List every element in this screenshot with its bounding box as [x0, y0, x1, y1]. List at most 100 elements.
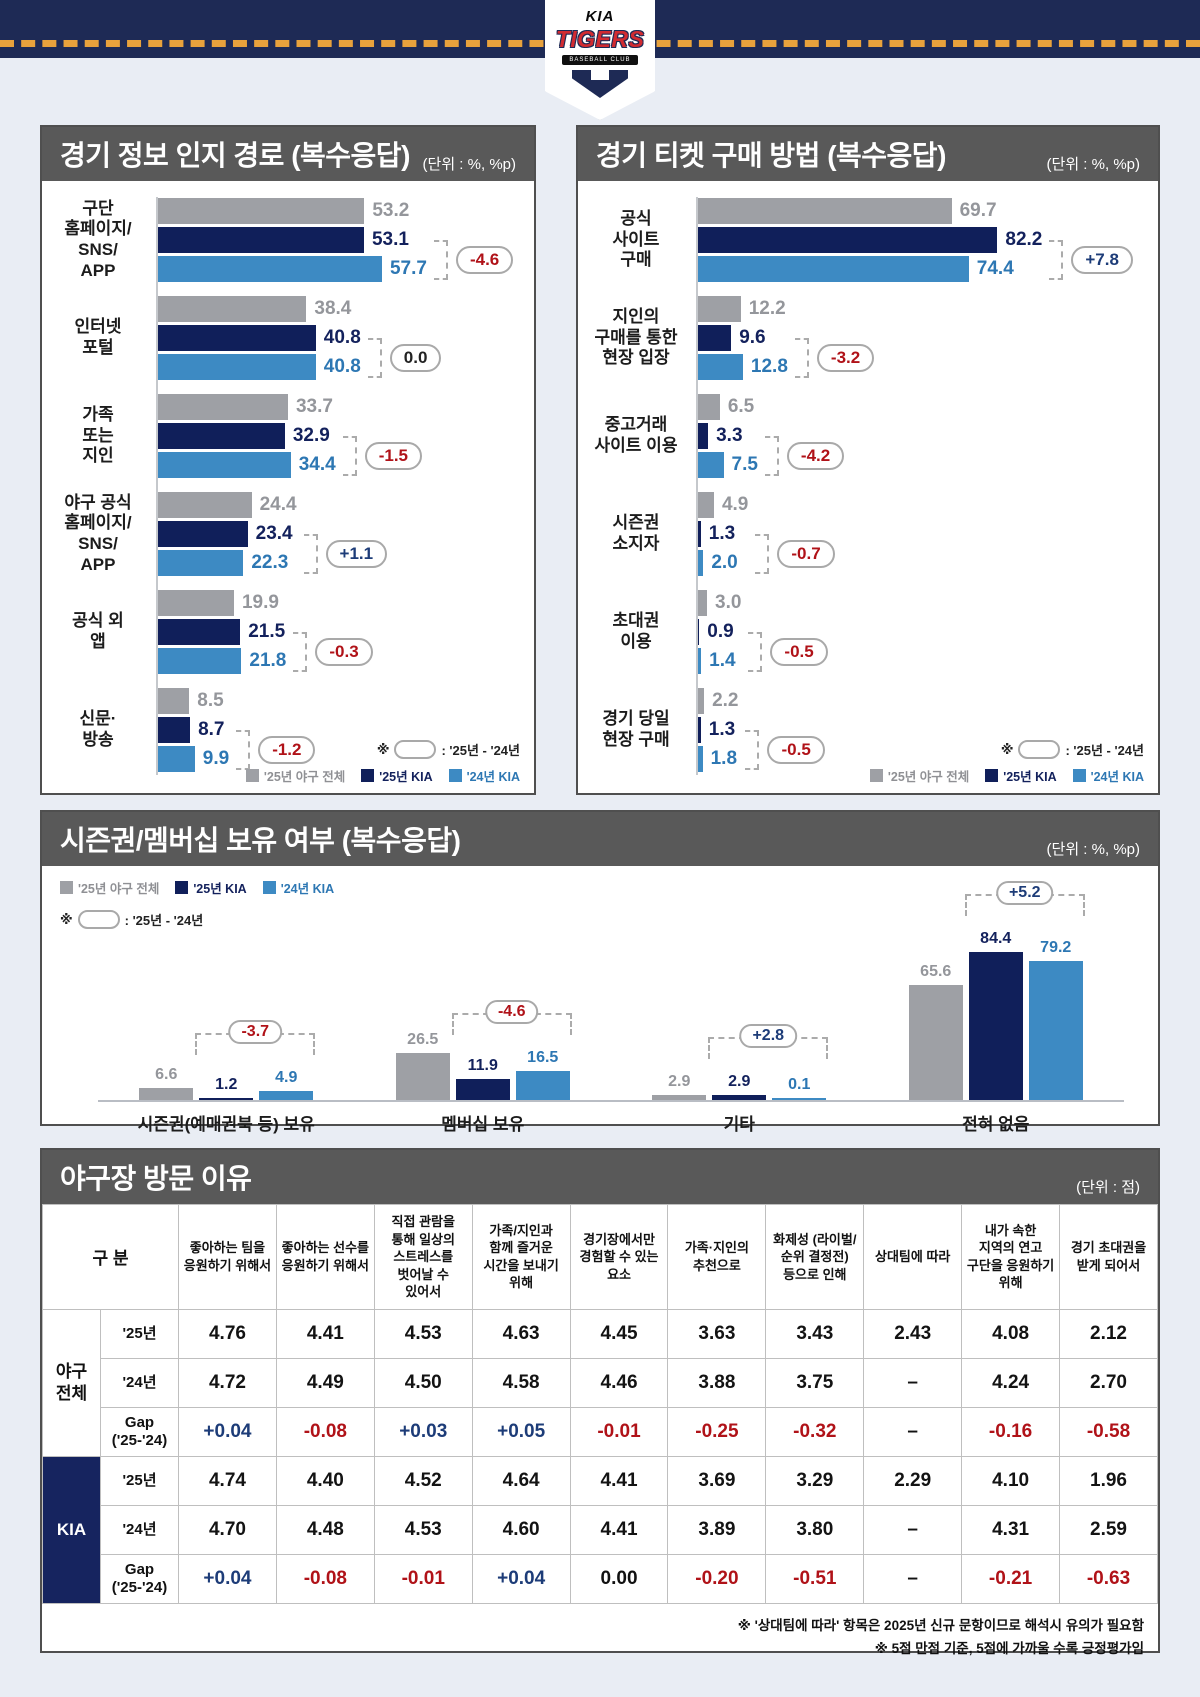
bar-line: 57.7	[156, 256, 427, 282]
value-cell: 4.63	[471, 1308, 571, 1359]
bar-line: 53.1	[156, 227, 427, 253]
ticket-purchase-chart: 공식 사이트 구매 69.7 82.2 74.4 +7.8 지인의 구매를 통한 현장 입…	[578, 181, 1158, 795]
series-legend: '25년 야구 전체 '25년 KIA '24년 KIA	[245, 766, 520, 785]
diff-connector: -4.6	[451, 1000, 572, 1036]
value-cell: 4.60	[471, 1504, 571, 1555]
column	[395, 1053, 450, 1100]
column-group: 26.5 11.9 16.5 -4.6	[355, 1000, 612, 1100]
legend-item: '25년 야구 전체	[245, 766, 345, 785]
column-value: 16.5	[527, 1049, 559, 1067]
legend-swatch	[869, 769, 883, 782]
bar-value: 53.1	[371, 229, 409, 250]
bar-row: 야구 공식 홈페이지/ SNS/ APP 24.4 23.4 22.3 +1.1	[52, 491, 526, 577]
bar-value: 19.9	[241, 592, 279, 613]
category-label: 중고거래 사이트 이용	[594, 415, 678, 455]
bar	[156, 325, 316, 351]
value-cell: +0.04	[178, 1553, 277, 1604]
bar	[696, 354, 743, 380]
bar-line: 33.7	[156, 394, 336, 420]
bar	[696, 648, 702, 674]
value-cell: -0.08	[275, 1406, 375, 1457]
value-cell: 2.70	[1059, 1357, 1158, 1408]
table-row: Gap ('25-'24) +0.04 -0.08 -0.01 +0.04 0.00 -0.…	[43, 1553, 1158, 1604]
value-cell: +0.04	[178, 1406, 277, 1457]
legend-label: '25년 야구 전체	[78, 882, 160, 896]
bar-line: 0.9	[696, 619, 741, 645]
bar	[696, 717, 701, 743]
bar-value: 1.3	[708, 523, 736, 544]
row-label: '24년	[99, 1357, 180, 1408]
visit-reasons-panel: 야구장 방문 이유 (단위 : 점) 구 분 좋아하는 팀을 응원하기 위해서 좋아…	[40, 1148, 1160, 1656]
bar-line: 38.4	[156, 296, 361, 322]
row-label: '25년	[99, 1308, 180, 1359]
diff-bracket-icon	[293, 632, 308, 672]
bar-line: 74.4	[696, 256, 1042, 282]
category-label: 공식 외 앱	[72, 611, 124, 651]
bar	[696, 394, 720, 420]
bar-group: 2.2 1.3 1.8	[696, 688, 738, 772]
column-header: 가족/지인과 함께 즐거운 시간을 보내기 위해	[471, 1204, 571, 1310]
bar-value: 1.4	[709, 650, 736, 671]
column-value: 4.9	[275, 1069, 298, 1087]
value-cell: –	[863, 1504, 963, 1555]
legend-swatch	[175, 881, 189, 894]
table-header-row: 구 분 좋아하는 팀을 응원하기 위해서 좋아하는 선수를 응원하기 위해서 직접 관…	[41, 1204, 1158, 1310]
bar-row: 인터넷 포털 38.4 40.8 40.8 0.0	[52, 295, 526, 381]
bar-row: 구단 홈페이지/ SNS/ APP 53.2 53.1 57.7 -4.6	[52, 197, 526, 283]
category-label: 신문· 방송	[79, 709, 117, 749]
legend-label: '24년 KIA	[466, 770, 520, 784]
table-head: 구 분 좋아하는 팀을 응원하기 위해서 좋아하는 선수를 응원하기 위해서 직접 관…	[41, 1204, 1158, 1310]
value-cell: -0.63	[1059, 1553, 1158, 1604]
column-value: 2.9	[728, 1072, 751, 1090]
legend-swatch	[985, 769, 999, 782]
column-wrap: 6.6	[139, 1066, 194, 1100]
value-cell: –	[863, 1357, 963, 1408]
value-cell: -0.01	[373, 1553, 473, 1604]
table-footnotes: ※ '상대팀에 따라' 항목은 2025년 신규 문항이므로 해석시 유의가 필…	[42, 1604, 1158, 1661]
table-row: 야구 전체 '25년 4.76 4.41 4.53 4.63 4.45 3.63 3.43 2.4…	[42, 1308, 1158, 1457]
diff-connector: -4.2	[758, 436, 845, 476]
value-cell: 4.70	[178, 1504, 277, 1555]
value-cell: -0.51	[765, 1553, 865, 1604]
diff-badge: -4.6	[484, 1000, 539, 1025]
bar-row: 경기 당일 현장 구매 2.2 1.3 1.8 -0.5	[588, 687, 1150, 773]
columns: 65.6 84.4 79.2 +5.2	[908, 880, 1085, 1100]
bar	[696, 256, 969, 282]
diff-connector: +5.2	[964, 880, 1085, 916]
column-header: 좋아하는 선수를 응원하기 위해서	[275, 1204, 375, 1310]
value-cell: 3.43	[765, 1308, 865, 1359]
bar-value: 7.5	[731, 454, 758, 475]
diff-badge: -3.7	[228, 1020, 283, 1045]
diff-connector: +7.8	[1042, 240, 1133, 280]
tigers-wordmark: TIGERS	[555, 26, 645, 52]
bar-row: 신문· 방송 8.5 8.7 9.9 -1.2	[52, 687, 526, 773]
note-text: : '25년 - '24년	[1065, 743, 1144, 758]
chart-legend-area: ※: '25년 - '24년 '25년 야구 전체 '25년 KIA '24년 KI…	[869, 740, 1144, 785]
column-wrap: 79.2	[1028, 939, 1083, 1100]
value-cell: –	[863, 1406, 963, 1457]
bar-row: 가족 또는 지인 33.7 32.9 34.4 -1.5	[52, 393, 526, 479]
category-label: 야구 공식 홈페이지/ SNS/ APP	[64, 492, 132, 574]
bar-value: 9.6	[739, 327, 766, 348]
bar-line: 3.3	[696, 423, 758, 449]
bar-value: 23.4	[255, 523, 293, 544]
kia-logo: KIA	[585, 8, 615, 25]
bar-line: 2.0	[696, 550, 748, 576]
bar	[156, 619, 241, 645]
column-header: 화제성 (라이벌/순위 결정전) 등으로 인해	[765, 1204, 865, 1310]
value-cell: 4.41	[569, 1455, 669, 1506]
table-row: '24년 4.72 4.49 4.50 4.58 4.46 3.88 3.75–4.24 2.7…	[43, 1357, 1158, 1408]
group-cell: 야구 전체	[42, 1308, 101, 1457]
bar	[156, 256, 382, 282]
bar	[696, 325, 732, 351]
bar	[156, 296, 307, 322]
bar	[696, 296, 741, 322]
bar	[156, 452, 291, 478]
bar-rows: 구단 홈페이지/ SNS/ APP 53.2 53.1 57.7 -4.6 인터넷 포털 3…	[52, 197, 526, 773]
column-plot: 6.6 1.2 4.9 -3.7 26.5 11.9 16.5 -4.6 2.9 2.9 0.1 +2…	[98, 880, 1124, 1135]
bar-row: 중고거래 사이트 이용 6.5 3.3 7.5 -4.2	[588, 393, 1150, 479]
bar-line: 32.9	[156, 423, 336, 449]
bar	[156, 198, 365, 224]
value-cell: 4.52	[373, 1455, 473, 1506]
